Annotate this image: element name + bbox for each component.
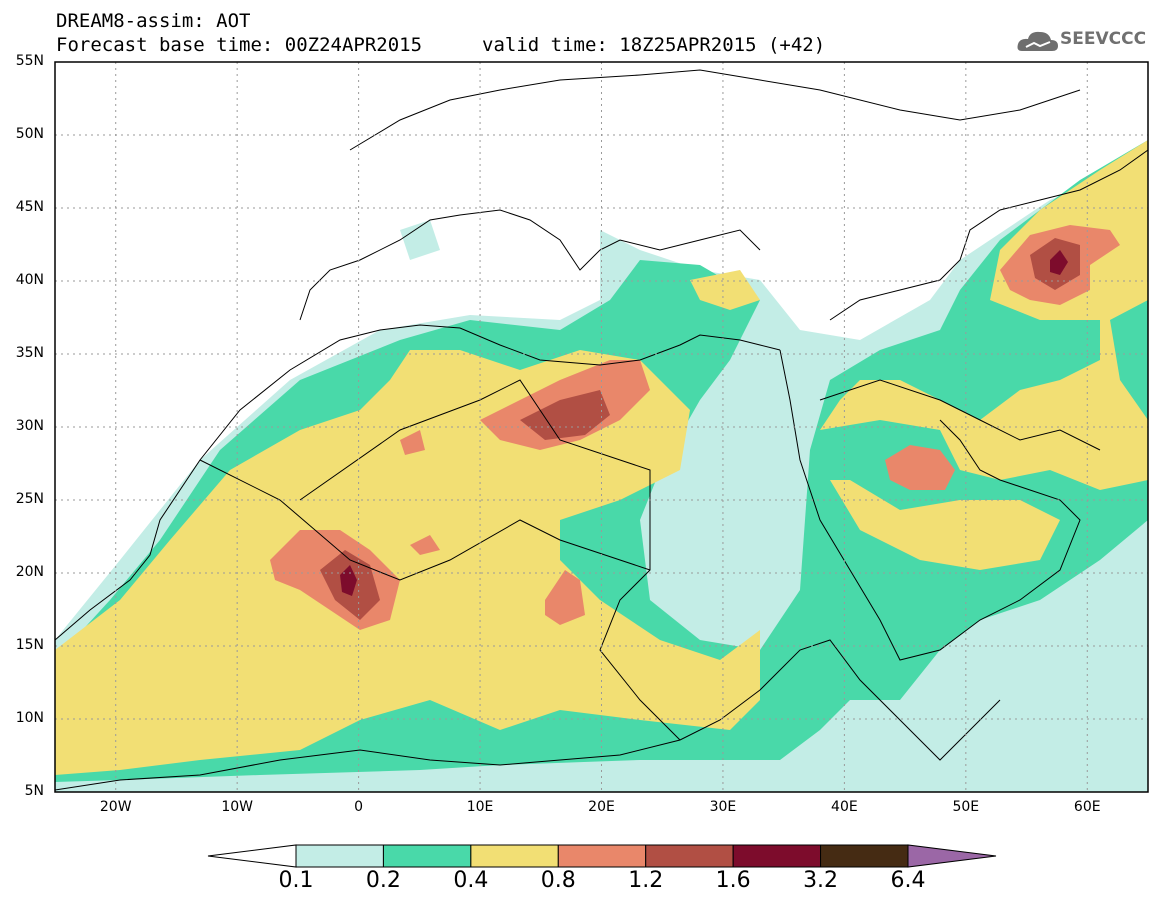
colorbar-label: 0.8 (540, 868, 576, 893)
lat-tick-label: 40N (15, 272, 44, 288)
colorbar-label: 0.1 (278, 868, 314, 893)
lon-tick-label: 20E (588, 799, 615, 815)
colorbar-label: 1.6 (715, 868, 751, 893)
lat-tick-label: 25N (15, 491, 44, 507)
lon-tick-label: 60E (1073, 799, 1101, 815)
colorbar-swatch (470, 844, 559, 868)
colorbar-swatch (820, 844, 909, 868)
colorbar-over-arrow (907, 844, 997, 868)
colorbar-label: 0.2 (365, 868, 401, 893)
colorbar-label: 1.2 (628, 868, 664, 893)
colorbar-swatch (295, 844, 384, 868)
lat-tick-label: 45N (15, 199, 44, 215)
lat-tick-label: 20N (15, 564, 44, 580)
map-frame (54, 61, 1149, 793)
lat-tick-label: 5N (24, 783, 44, 799)
lat-tick-label: 50N (15, 126, 44, 142)
valid-time: valid time: 18Z25APR2015 (+42) (482, 34, 826, 56)
colorbar-swatch (382, 844, 472, 868)
forecast-base-time: Forecast base time: 00Z24APR2015 (56, 34, 423, 56)
colorbar-swatch (645, 844, 734, 868)
colorbar (207, 844, 997, 868)
logo-text: SEEVCCC (1060, 29, 1147, 49)
colorbar-label: 3.2 (803, 868, 839, 893)
colorbar-swatch (557, 844, 647, 868)
lon-tick-label: 10E (466, 799, 494, 815)
colorbar-under-arrow (207, 844, 297, 868)
lat-tick-label: 30N (15, 418, 44, 434)
lat-tick-label: 35N (15, 345, 44, 361)
map-title: DREAM8-assim: AOT (56, 10, 251, 32)
graticule (55, 62, 1148, 792)
lat-tick-label: 15N (15, 637, 44, 653)
colorbar-swatch (732, 844, 822, 868)
lon-tick-label: 30E (709, 799, 737, 815)
cloud-logo-icon (1017, 31, 1058, 51)
lat-tick-label: 10N (15, 710, 44, 726)
colorbar-label: 0.4 (453, 868, 489, 893)
lon-tick-label: 0 (354, 799, 364, 815)
lon-tick-label: 10W (221, 799, 253, 815)
colorbar-label: 6.4 (890, 868, 926, 893)
lat-tick-label: 55N (15, 53, 44, 69)
lon-tick-label: 40E (831, 799, 858, 815)
lon-tick-label: 50E (952, 799, 980, 815)
lon-tick-label: 20W (99, 799, 132, 815)
coastlines (55, 69, 1148, 791)
